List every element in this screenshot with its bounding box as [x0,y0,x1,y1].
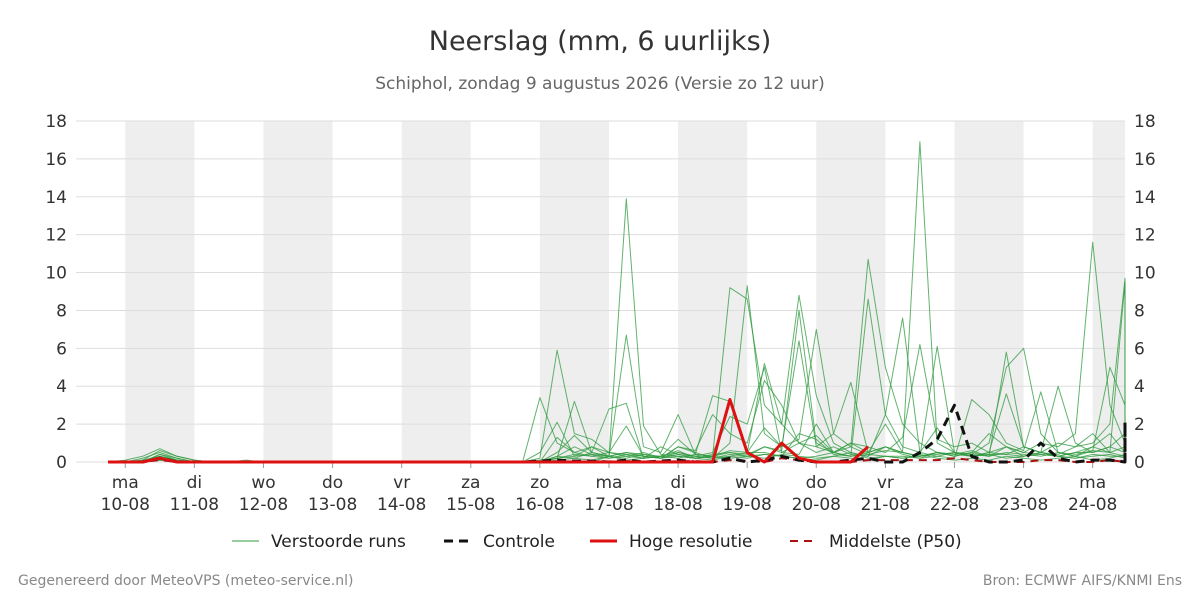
y-tick-left: 12 [45,226,67,246]
x-tick-date: 13-08 [308,495,357,515]
x-tick-date: 23-08 [999,495,1048,515]
x-tick-date: 18-08 [653,495,702,515]
y-tick-right: 0 [1134,453,1145,473]
footer-right: Bron: ECMWF AIFS/KNMI Ens [983,573,1182,589]
x-tick-date: 15-08 [446,495,495,515]
y-tick-left: 6 [56,339,67,359]
y-tick-left: 4 [56,377,67,397]
main-series-lines [108,398,1127,464]
legend-label-p50: Middelste (P50) [829,532,962,552]
day-band-18-08 [678,121,748,462]
y-tick-right: 12 [1134,226,1156,246]
x-tick-date: 19-08 [722,495,771,515]
legend-label-hires: Hoge resolutie [629,532,753,552]
x-tick-date: 16-08 [515,495,564,515]
day-band-22-08 [954,121,1024,462]
x-tick-date: 22-08 [930,495,979,515]
x-tick-date: 14-08 [377,495,426,515]
legend-label-controle: Controle [483,532,555,552]
y-tick-left: 14 [45,188,67,208]
series-controle [108,403,1127,464]
y-tick-right: 14 [1134,188,1156,208]
day-band-14-08 [401,121,471,462]
y-tick-right: 8 [1134,301,1145,321]
series-hoge-resolutie [108,398,870,464]
x-tick-day: zo [530,473,549,493]
chart-subtitle: Schiphol, zondag 9 augustus 2026 (Versie… [375,74,825,94]
x-tick-date: 20-08 [792,495,841,515]
x-tick-day: ma [595,473,622,493]
y-tick-left: 18 [45,112,67,132]
x-tick-day: do [322,473,343,493]
y-tick-left: 0 [56,453,67,473]
day-band-10-08 [125,121,195,462]
x-tick-day: ma [1079,473,1106,493]
y-tick-right: 18 [1134,112,1156,132]
y-tick-left: 16 [45,150,67,170]
legend: Verstoorde runs Controle Hoge resolutie Mid… [232,532,962,552]
y-tick-right: 2 [1134,415,1145,435]
day-bands [125,121,1125,462]
x-tick-date: 10-08 [101,495,150,515]
x-tick-day: ma [112,473,139,493]
legend-label-ensemble: Verstoorde runs [271,532,406,552]
y-tick-right: 4 [1134,377,1145,397]
gridlines [76,120,1125,463]
x-axis: ma10-08di11-08wo12-08do13-08vr14-08za15-… [101,462,1117,515]
y-axis-right: 0 2 4 6 8 10 12 14 16 18 [1134,112,1156,473]
x-tick-date: 24-08 [1068,495,1117,515]
x-tick-date: 21-08 [861,495,910,515]
y-tick-left: 8 [56,301,67,321]
x-tick-day: za [461,473,480,493]
y-tick-right: 6 [1134,339,1145,359]
x-tick-date: 12-08 [239,495,288,515]
chart-title: Neerslag (mm, 6 uurlijks) [429,26,771,57]
x-tick-day: wo [735,473,759,493]
day-band-16-08 [539,121,609,462]
y-tick-left: 10 [45,264,67,284]
x-tick-day: vr [393,473,410,493]
x-tick-day: wo [251,473,275,493]
x-tick-day: di [670,473,686,493]
y-tick-right: 16 [1134,150,1156,170]
x-tick-day: zo [1014,473,1033,493]
x-tick-day: do [806,473,827,493]
x-tick-day: vr [877,473,894,493]
day-band-20-08 [816,121,886,462]
y-tick-right: 10 [1134,264,1156,284]
day-band-12-08 [263,121,333,462]
y-axis-left: 0 2 4 6 8 10 12 14 16 18 [45,112,67,473]
x-tick-date: 17-08 [584,495,633,515]
y-tick-left: 2 [56,415,67,435]
x-tick-day: di [187,473,203,493]
x-tick-date: 11-08 [170,495,219,515]
footer-left: Gegenereerd door MeteoVPS (meteo-service… [18,573,353,589]
x-tick-day: za [945,473,964,493]
